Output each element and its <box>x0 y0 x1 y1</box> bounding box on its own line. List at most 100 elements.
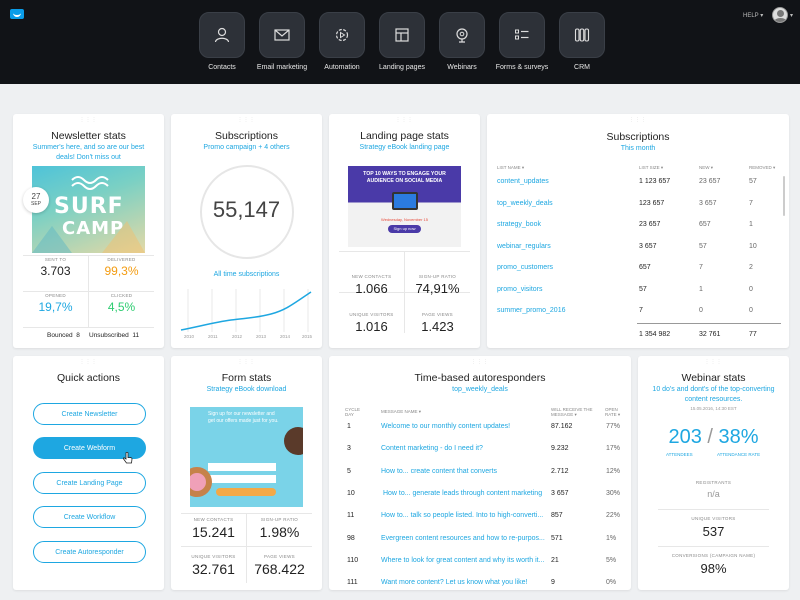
divider <box>246 513 247 583</box>
column-header-list-size[interactable]: LIST SIZE ▾ <box>639 165 664 170</box>
slash-separator: / <box>707 426 713 448</box>
automation-gear-icon <box>319 12 365 58</box>
signup-ratio-stat: SIGN-UP RATIO 1.98% <box>247 517 312 540</box>
year-label: 2012 <box>232 334 243 339</box>
message-name-link[interactable]: How to... create content that converts <box>381 467 497 475</box>
card-subtitle[interactable]: Strategy eBook download <box>206 386 287 393</box>
year-label: 2013 <box>256 334 267 339</box>
nav-landing-pages[interactable]: Landing pages <box>379 12 425 71</box>
divider <box>658 509 769 510</box>
card-title: Time-based autoresponders <box>414 372 546 384</box>
drag-handle-icon[interactable]: ⋮⋮⋮ <box>395 117 414 123</box>
message-name-link[interactable]: How to... generate leads through content… <box>381 489 543 497</box>
card-subtitle[interactable]: top_weekly_deals <box>452 386 508 393</box>
drag-handle-icon[interactable]: ⋮⋮⋮ <box>79 359 98 365</box>
receive-count: 87.162 <box>551 423 573 430</box>
column-header-removed[interactable]: REMOVED ▾ <box>749 165 776 170</box>
column-header-list-name[interactable]: LIST NAME ▾ <box>497 165 525 170</box>
receive-count: 9 <box>551 579 555 587</box>
card-subtitle[interactable]: 10 do's and dont's of the top-converting… <box>652 386 775 403</box>
envelope-icon <box>259 12 305 58</box>
person-icon <box>199 12 245 58</box>
stat-label: NEW CONTACTS <box>351 274 392 279</box>
banner-text-camp: CAMP <box>62 218 125 239</box>
drag-handle-icon[interactable]: ⋮⋮⋮ <box>79 117 98 123</box>
wave-icon <box>32 176 145 253</box>
nav-automation[interactable]: Automation <box>319 12 365 71</box>
create-newsletter-button[interactable]: Create Newsletter <box>33 403 146 425</box>
list-name-link[interactable]: promo_visitors <box>497 285 543 293</box>
form-list-icon <box>499 12 545 58</box>
form-preview: Sign up for our newsletter and get our o… <box>190 407 303 507</box>
message-name-link[interactable]: Where to look for great content and why … <box>381 556 545 564</box>
cycle-day: 10 <box>347 489 355 497</box>
create-landing-page-button[interactable]: Create Landing Page <box>33 472 146 494</box>
card-subtitle[interactable]: This month <box>620 145 656 152</box>
new-count: 3 657 <box>699 199 717 207</box>
card-title: Landing page stats <box>360 130 449 142</box>
list-name-link[interactable]: summer_promo_2016 <box>497 307 566 314</box>
nav-contacts[interactable]: Contacts <box>199 12 245 71</box>
app-logo-icon[interactable] <box>10 9 24 19</box>
receive-count: 2.712 <box>551 467 569 475</box>
message-name-link[interactable]: Content marketing - do I need it? <box>381 445 483 453</box>
column-header-cycle-day[interactable]: CYCLE DAY <box>345 407 361 417</box>
create-workflow-button[interactable]: Create Workflow <box>33 506 146 528</box>
message-name-link[interactable]: Evergreen content resources and how to r… <box>381 534 545 542</box>
banner-date: Wednesday, November 15 <box>381 217 428 222</box>
form-preview-text: Sign up for our newsletter and get our o… <box>208 411 279 424</box>
column-header-new[interactable]: NEW ▾ <box>699 165 714 170</box>
message-name-link[interactable]: How to... talk so people listed. Into to… <box>381 512 544 520</box>
nav-email-marketing[interactable]: Email marketing <box>256 12 308 71</box>
avatar[interactable] <box>772 7 788 23</box>
list-name-link[interactable]: top_weekly_deals <box>497 199 553 207</box>
message-name-link[interactable]: Welcome to our monthly content updates! <box>381 423 511 430</box>
drag-handle-icon[interactable]: ⋮⋮⋮ <box>237 117 256 123</box>
help-menu[interactable]: HELP ▾ <box>743 13 764 19</box>
stat-label: UNIQUE VISITORS <box>191 554 236 559</box>
stat-value: 1.423 <box>421 319 454 334</box>
card-subtitle[interactable]: Promo campaign + 4 others <box>203 144 290 151</box>
message-name-link[interactable]: Want more content? Let us know what you … <box>381 579 528 587</box>
create-autoresponder-button[interactable]: Create Autoresponder <box>33 541 146 563</box>
drag-handle-icon[interactable]: ⋮⋮⋮ <box>237 359 256 365</box>
list-size: 1 123 657 <box>639 178 671 185</box>
list-size: 23 657 <box>639 221 661 228</box>
chevron-down-icon[interactable]: ▾ <box>790 13 794 19</box>
card-title: Subscriptions <box>214 130 279 142</box>
drag-handle-icon[interactable]: ⋮⋮⋮ <box>629 117 647 123</box>
column-header-open-rate[interactable]: OPEN RATE ▾ <box>605 407 621 417</box>
total-new: 32 761 <box>699 331 721 338</box>
column-header-message-name[interactable]: MESSAGE NAME ▾ <box>381 409 422 414</box>
list-name-link[interactable]: promo_customers <box>497 264 554 271</box>
scrollbar[interactable] <box>783 176 785 216</box>
card-subtitle[interactable]: Strategy eBook landing page <box>359 144 450 151</box>
list-name-link[interactable]: webinar_regulars <box>497 242 551 250</box>
nav-label: Email marketing <box>256 64 308 71</box>
unique-visitors-stat: UNIQUE VISITORS 1.016 <box>339 312 404 334</box>
new-count: 1 <box>699 285 703 293</box>
cycle-day: 5 <box>347 467 351 475</box>
card-subtitle[interactable]: Summer's here, and so are our best deals… <box>32 144 145 161</box>
nav-webinars[interactable]: Webinars <box>439 12 485 71</box>
drag-handle-icon[interactable]: ⋮⋮⋮ <box>704 359 723 365</box>
divider <box>23 291 154 292</box>
drag-handle-icon[interactable]: ⋮⋮⋮ <box>471 359 489 365</box>
nav-forms-surveys[interactable]: Forms & surveys <box>496 12 548 71</box>
list-name-link[interactable]: content_updates <box>497 178 549 185</box>
open-rate: 30% <box>606 489 621 497</box>
opened-stat: OPENED 19,7% <box>23 293 88 314</box>
date-month: SEP <box>30 201 41 207</box>
nav-crm[interactable]: CRM <box>559 12 605 71</box>
list-name-link[interactable]: strategy_book <box>497 221 541 228</box>
removed-count: 0 <box>749 285 753 293</box>
column-header-will-receive[interactable]: WILL RECEIVE THE MESSAGE ▾ <box>551 407 593 417</box>
stat-value: 32.761 <box>192 561 235 577</box>
stat-value: 74,91% <box>415 281 460 296</box>
create-webform-button[interactable]: Create Webform <box>33 437 146 459</box>
banner-signup-button[interactable]: Sign up now <box>388 225 421 233</box>
stat-value: 4,5% <box>107 300 136 314</box>
year-label: 2015 <box>302 334 313 339</box>
webinar-date: 15.05.2016, 14:30 EST <box>690 406 737 411</box>
quick-actions-card: ⋮⋮⋮ Quick actions Create Newsletter Crea… <box>13 356 164 590</box>
